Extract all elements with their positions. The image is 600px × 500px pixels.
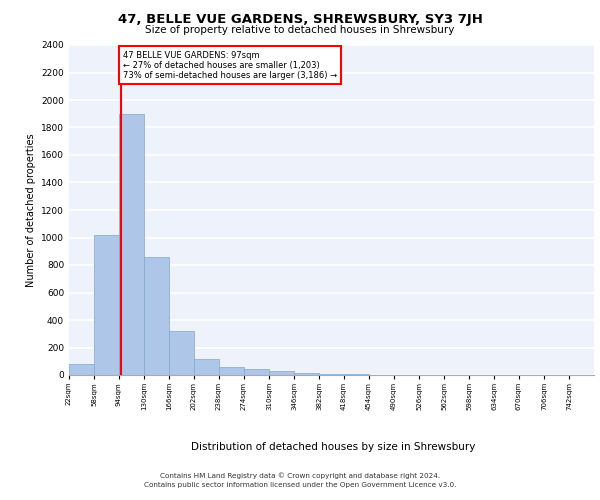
Bar — [219, 368, 244, 375]
Text: Size of property relative to detached houses in Shrewsbury: Size of property relative to detached ho… — [145, 25, 455, 35]
Bar — [344, 374, 369, 375]
Bar — [294, 372, 319, 375]
Text: 47, BELLE VUE GARDENS, SHREWSBURY, SY3 7JH: 47, BELLE VUE GARDENS, SHREWSBURY, SY3 7… — [118, 12, 482, 26]
Text: 47 BELLE VUE GARDENS: 97sqm
← 27% of detached houses are smaller (1,203)
73% of : 47 BELLE VUE GARDENS: 97sqm ← 27% of det… — [123, 50, 337, 80]
Bar — [194, 358, 219, 375]
Bar — [319, 374, 344, 375]
Bar — [244, 369, 269, 375]
Bar — [269, 371, 294, 375]
Bar — [94, 235, 119, 375]
Text: Distribution of detached houses by size in Shrewsbury: Distribution of detached houses by size … — [191, 442, 475, 452]
Y-axis label: Number of detached properties: Number of detached properties — [26, 133, 35, 287]
Bar — [119, 114, 144, 375]
Text: Contains HM Land Registry data © Crown copyright and database right 2024.
Contai: Contains HM Land Registry data © Crown c… — [144, 472, 456, 488]
Bar — [69, 364, 94, 375]
Bar — [144, 257, 169, 375]
Bar — [169, 331, 194, 375]
